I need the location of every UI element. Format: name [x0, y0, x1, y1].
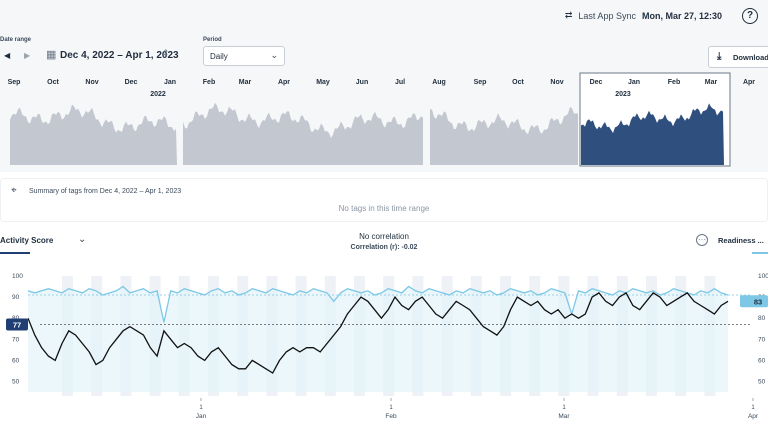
right-value-badge: [740, 295, 768, 308]
right-axis-tick: 70: [758, 336, 766, 343]
controls-row: Date range ◀ ▶ ▦ Dec 4, 2022 – Apr 1, 20…: [0, 36, 768, 72]
timeline-month-label: Sep: [473, 79, 487, 86]
year-label: 2023: [615, 91, 631, 98]
left-axis-tick: 90: [12, 294, 20, 301]
timeline-month-label: Oct: [47, 79, 59, 86]
right-axis-tick: 100: [758, 273, 768, 280]
history-area: [430, 107, 578, 165]
timeline-month-label: Dec: [124, 79, 138, 86]
timeline-month-label: Jan: [627, 79, 641, 86]
selected-range-area: [581, 103, 724, 165]
timeline-month-label: Apr: [277, 79, 291, 86]
correlation-chart[interactable]: 1009080706050100908070605077831Jan1Feb1M…: [0, 258, 768, 432]
range-stepper-icon[interactable]: ⇕: [162, 48, 170, 58]
right-metric-select[interactable]: Readiness ...: [718, 236, 764, 245]
x-axis-tick-month: Jan: [196, 413, 207, 420]
right-axis-tick: 50: [758, 379, 766, 386]
activity-line: [27, 291, 729, 374]
x-axis-tick-month: Feb: [385, 413, 397, 420]
period-value: Daily: [210, 52, 228, 61]
help-icon[interactable]: ?: [742, 8, 758, 24]
tags-summary-title: Summary of tags from Dec 4, 2022 – Apr 1…: [29, 188, 182, 195]
sync-label: Last App Sync: [578, 10, 636, 21]
next-range-icon[interactable]: ▶: [24, 51, 31, 60]
left-axis-tick: 60: [12, 357, 20, 364]
period-label: Period: [203, 37, 222, 43]
timeline-month-label: Nov: [550, 79, 564, 86]
download-button[interactable]: ⤓ Download Da: [708, 46, 768, 68]
timeline-month-label: Aug: [432, 79, 446, 86]
tags-empty-message: No tags in this time range: [338, 204, 430, 213]
x-axis-tick-day: 1: [389, 405, 393, 411]
date-range-label: Date range: [0, 37, 32, 43]
x-axis-tick-day: 1: [199, 405, 203, 411]
year-label: 2022: [150, 91, 166, 98]
readiness-line: [27, 285, 729, 323]
timeline-month-label: Nov: [85, 79, 99, 86]
sync-datetime: Mon, Mar 27, 12:30: [641, 10, 722, 21]
timeline-month-label: Feb: [202, 79, 216, 86]
download-icon: ⤓: [717, 51, 722, 62]
timeline-month-label: Apr: [742, 79, 756, 86]
top-bar: ⇄ Last App Sync Mon, Mar 27, 12:30 ?: [0, 0, 768, 36]
timeline-month-label: Mar: [704, 79, 718, 86]
x-axis-tick-month: Apr: [748, 413, 759, 420]
x-axis-tick-month: Mar: [558, 413, 570, 420]
history-area: [183, 102, 423, 165]
timeline-month-label: Feb: [667, 79, 681, 86]
timeline-area-chart: [10, 72, 731, 167]
left-value-text: 77: [13, 321, 21, 330]
last-sync[interactable]: ⇄ Last App Sync Mon, Mar 27, 12:30: [565, 10, 722, 21]
tag-icon: ⌖: [11, 185, 17, 196]
left-metric-select[interactable]: Activity Score: [0, 236, 54, 245]
correlation-value: Correlation (r): -0.02: [350, 244, 418, 251]
timeline-month-label: Jan: [163, 79, 177, 86]
timeline-month-label: Oct: [512, 79, 524, 86]
left-axis-tick: 70: [12, 336, 20, 343]
timeline-month-label: Jul: [394, 79, 406, 86]
x-axis-tick-day: 1: [562, 405, 566, 411]
timeline-overview[interactable]: Sep Oct Nov Dec Jan Feb Mar Apr May Jun Jul Aug Sep O…: [0, 72, 768, 172]
timeline-month-label: Mar: [238, 79, 252, 86]
right-metric-underline: [752, 252, 768, 254]
right-value-text: 83: [754, 297, 762, 306]
readiness-fill: [28, 286, 728, 392]
period-select[interactable]: Daily ⌄: [203, 46, 285, 66]
timeline-month-label: Jun: [355, 79, 369, 86]
timeline-month-label: Sep: [7, 79, 21, 86]
left-metric-underline: [0, 252, 30, 254]
correlation-title: No correlation: [359, 232, 409, 241]
tags-summary-panel: ⌖ Summary of tags from Dec 4, 2022 – Apr…: [0, 178, 768, 222]
timeline-month-label: May: [316, 79, 330, 86]
x-axis-tick-day: 1: [751, 405, 755, 411]
date-range-value[interactable]: Dec 4, 2022 – Apr 1, 2023: [60, 50, 179, 61]
prev-range-icon[interactable]: ◀: [4, 51, 11, 60]
chart-canvas: 1009080706050100908070605077831Jan1Feb1M…: [6, 273, 768, 420]
calendar-icon[interactable]: ▦: [46, 49, 57, 61]
timeline-month-label: Dec: [589, 79, 603, 86]
chevron-down-icon[interactable]: ⌄: [78, 234, 87, 245]
sync-icon: ⇄: [564, 10, 573, 20]
chevron-down-icon: ⌄: [270, 50, 278, 60]
left-axis-tick: 100: [12, 273, 23, 280]
right-axis-tick: 80: [758, 315, 766, 322]
left-value-badge: [6, 318, 28, 331]
ellipsis-icon[interactable]: ···: [696, 234, 708, 246]
metric-bar: Activity Score ⌄ No correlation Correlat…: [0, 228, 768, 256]
right-axis-tick: 60: [758, 357, 766, 364]
history-area: [10, 104, 177, 165]
left-axis-tick: 50: [12, 379, 20, 386]
download-label: Download Da: [733, 53, 768, 62]
